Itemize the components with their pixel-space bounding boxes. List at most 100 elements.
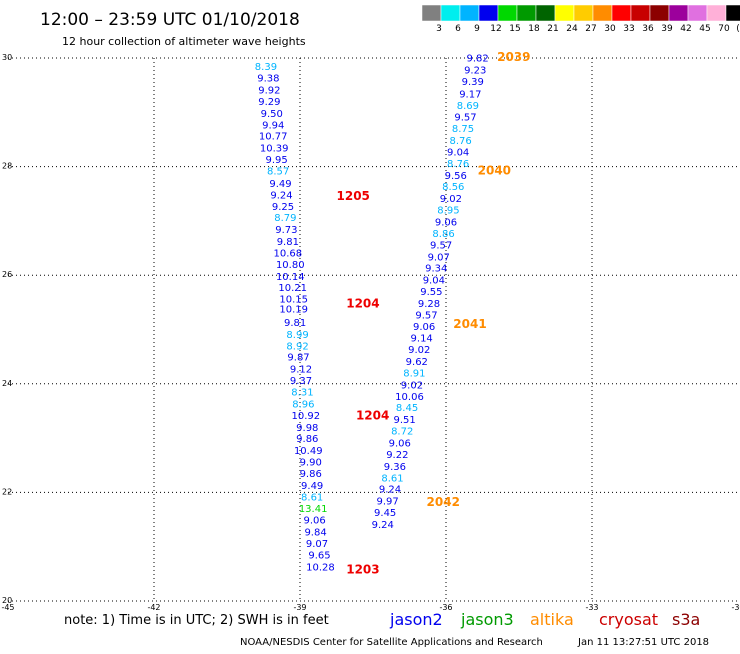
wave-height-points: 8.399.389.929.299.509.9410.7710.399.958.… <box>255 54 489 574</box>
wave-height-point: 9.82 <box>467 54 489 65</box>
wave-height-point: 9.02 <box>401 380 423 391</box>
pass-time-label: 1203 <box>346 563 379 577</box>
scale-label: 6 <box>455 24 461 34</box>
wave-height-point: 9.90 <box>300 458 322 469</box>
wave-height-point: 9.36 <box>384 462 406 473</box>
x-tick-label: -33 <box>585 603 598 612</box>
wave-height-point: 9.94 <box>262 120 284 131</box>
satellite-legend-altika: altika <box>530 610 574 629</box>
wave-height-point: 9.57 <box>454 113 476 124</box>
wave-height-point: 10.39 <box>260 144 289 155</box>
wave-height-point: 9.38 <box>257 74 279 85</box>
y-tick-label: 24 <box>2 379 12 388</box>
x-tick-label: -42 <box>147 603 160 612</box>
wave-height-point: 8.39 <box>255 62 277 73</box>
wave-height-point: 9.49 <box>269 179 291 190</box>
satellite-legend-cryosat: cryosat <box>599 610 658 629</box>
scale-swatch <box>687 4 708 22</box>
scale-label: 21 <box>547 24 558 34</box>
wave-height-point: 10.21 <box>278 283 307 294</box>
scale-label: 3 <box>436 24 442 34</box>
scale-swatch <box>649 4 670 22</box>
wave-height-point: 9.39 <box>462 77 484 88</box>
scale-swatch <box>611 4 632 22</box>
wave-height-point: 9.87 <box>287 353 309 364</box>
wave-height-point: 10.92 <box>292 411 321 422</box>
wave-height-point: 9.84 <box>304 528 326 539</box>
page-title: 12:00 – 23:59 UTC 01/10/2018 <box>40 10 300 30</box>
scale-swatch <box>592 4 613 22</box>
x-tick-label: -36 <box>439 603 452 612</box>
scale-label: 36 <box>642 24 654 34</box>
wave-height-point: 9.04 <box>447 147 469 158</box>
wave-height-point: 9.81 <box>277 237 299 248</box>
scale-swatch <box>554 4 575 22</box>
scale-label: (ft) <box>736 24 740 34</box>
pass-time-label: 1204 <box>356 408 389 422</box>
wave-height-point: 8.76 <box>447 159 469 170</box>
wave-height-point: 9.29 <box>258 97 280 108</box>
satellite-legend: jason2 jason3 altika cryosat s3a <box>389 610 700 629</box>
wave-height-point: 9.06 <box>389 439 411 450</box>
wave-height-point: 9.56 <box>445 171 467 182</box>
scale-swatch <box>516 4 537 22</box>
wave-height-point: 8.76 <box>449 136 471 147</box>
y-tick-label: 26 <box>2 270 12 279</box>
wave-height-point: 10.06 <box>395 392 424 403</box>
scale-swatch <box>668 4 689 22</box>
wave-height-point: 8.69 <box>457 101 479 112</box>
wave-height-point: 8.95 <box>437 206 459 217</box>
wave-height-point: 9.24 <box>270 190 292 201</box>
chart-axes: -45 -42 -39 -36 -33 -30 20 22 24 26 28 30 <box>1 53 740 612</box>
wave-height-point: 9.37 <box>290 376 312 387</box>
scale-swatch <box>573 4 594 22</box>
wave-height-point: 9.45 <box>374 508 396 519</box>
scale-swatch <box>421 4 442 22</box>
scale-label: 45 <box>699 24 710 34</box>
pass-time-labels: 1205 1204 1204 1203 2039 2040 2041 2042 <box>337 50 531 577</box>
wave-height-point: 8.57 <box>267 166 289 177</box>
wave-height-point: 8.61 <box>301 492 323 503</box>
wave-height-point: 9.34 <box>425 264 447 275</box>
wave-height-point: 13.41 <box>299 504 328 515</box>
scale-swatch <box>725 4 740 22</box>
wave-height-point: 8.91 <box>403 368 425 379</box>
scale-swatch <box>630 4 651 22</box>
wave-height-point: 10.28 <box>306 562 335 573</box>
scale-label: 18 <box>528 24 540 34</box>
pass-time-label: 1204 <box>346 296 379 310</box>
wave-height-point: 9.12 <box>290 365 312 376</box>
wave-height-point: 9.23 <box>464 65 486 76</box>
satellite-legend-s3a: s3a <box>672 610 700 629</box>
wave-height-point: 9.06 <box>435 218 457 229</box>
y-tick-label: 22 <box>2 487 12 496</box>
pass-time-label: 2040 <box>478 163 511 177</box>
wave-height-point: 8.61 <box>381 473 403 484</box>
wave-height-point: 9.57 <box>415 310 437 321</box>
wave-height-point: 9.92 <box>258 86 280 97</box>
scale-swatch <box>478 4 499 22</box>
wave-height-point: 9.06 <box>303 516 325 527</box>
wave-height-point: 10.68 <box>274 248 303 259</box>
wave-height-point: 9.04 <box>423 276 445 287</box>
wave-height-point: 9.73 <box>275 225 297 236</box>
wave-height-point: 9.62 <box>406 357 428 368</box>
x-tick-label: -39 <box>293 603 306 612</box>
satellite-legend-jason3: jason3 <box>460 610 514 629</box>
wave-height-point: 8.56 <box>442 182 464 193</box>
scale-label: 42 <box>680 24 691 34</box>
wave-height-point: 9.28 <box>418 299 440 310</box>
scale-swatch <box>497 4 518 22</box>
wave-height-point: 9.86 <box>296 434 318 445</box>
wave-height-point: 9.55 <box>420 287 442 298</box>
wave-height-point: 8.96 <box>292 399 314 410</box>
wave-height-point: 9.07 <box>428 252 450 263</box>
wave-height-point: 10.19 <box>279 304 308 315</box>
wave-height-point: 8.31 <box>291 387 313 398</box>
scale-swatch <box>459 4 480 22</box>
wave-height-point: 9.57 <box>430 240 452 251</box>
scale-swatch <box>706 4 727 22</box>
wave-height-point: 9.51 <box>394 415 416 426</box>
wave-height-point: 8.45 <box>396 403 418 414</box>
